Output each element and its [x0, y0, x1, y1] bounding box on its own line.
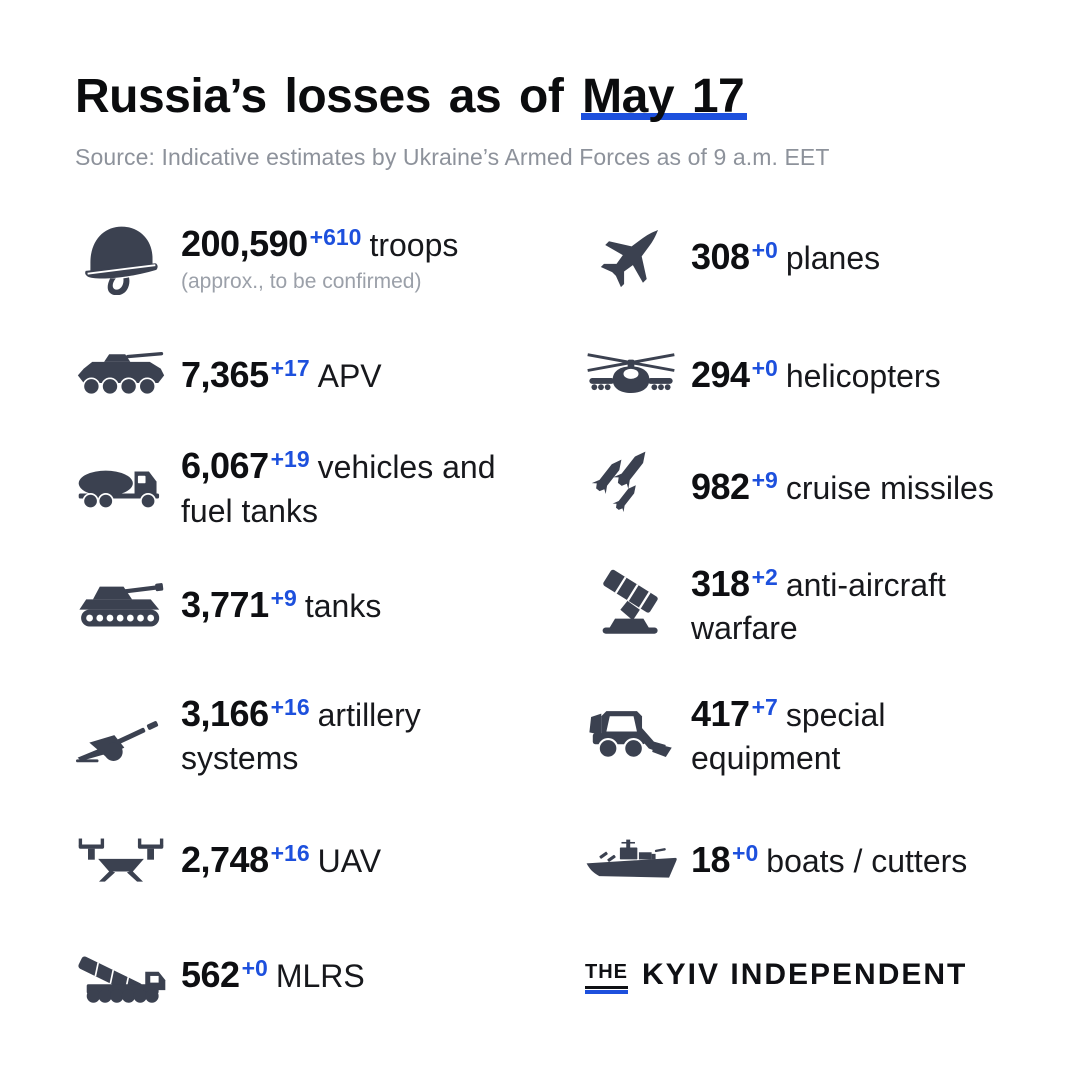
- stat-label: helicopters: [785, 357, 941, 394]
- stat-text: 3,166+16 artillery systems: [181, 690, 533, 780]
- stat-delta: +7: [751, 693, 778, 720]
- fuel-truck-icon: [75, 445, 167, 529]
- helicopter-icon: [585, 333, 677, 417]
- stat-delta: +0: [241, 954, 268, 981]
- source-note: Source: Indicative estimates by Ukraine’…: [75, 143, 830, 170]
- stat-row-helicopter: 294+0 helicopters: [585, 320, 1020, 430]
- tank-icon: [75, 563, 167, 647]
- stat-value: 2,748: [181, 838, 269, 880]
- stat-caption: (approx., to be confirmed): [181, 270, 422, 294]
- warship-icon: [585, 818, 677, 902]
- stat-label: UAV: [317, 842, 382, 879]
- stat-label: special equipment: [691, 696, 886, 777]
- logo-the-label: THE: [585, 961, 628, 994]
- stat-text: 308+0 planes: [691, 233, 880, 281]
- stat-row-helmet: 200,590+610 troops (approx., to be confirm…: [75, 195, 585, 320]
- stat-value: 6,067: [181, 445, 269, 487]
- stat-delta: +9: [751, 467, 778, 494]
- stat-text: 2,748+16 UAV: [181, 836, 381, 884]
- stat-text: 6,067+19 vehicles and fuel tanks: [181, 442, 533, 532]
- stat-row-fighter-jet: 308+0 planes: [585, 195, 1020, 320]
- stat-value: 7,365: [181, 353, 269, 395]
- stat-label: MLRS: [275, 957, 365, 994]
- stat-value: 982: [691, 466, 750, 508]
- stat-delta: +2: [751, 563, 778, 590]
- stat-label: anti-aircraft warfare: [691, 566, 946, 647]
- stat-value: 18: [691, 838, 731, 880]
- helmet-icon: [75, 215, 167, 299]
- stat-row-uav: 2,748+16 UAV: [75, 805, 585, 915]
- stat-label: vehicles and fuel tanks: [181, 449, 496, 529]
- stat-value: 200,590: [181, 222, 308, 264]
- page-title: Russia’s losses as of May 17: [75, 70, 1020, 127]
- stat-label: APV: [317, 357, 382, 394]
- stat-value: 562: [181, 953, 240, 995]
- stat-row-artillery: 3,166+16 artillery systems: [75, 665, 585, 805]
- stat-row-special-equipment: 417+7 special equipment: [585, 665, 1020, 805]
- stat-text: 7,365+17 APV: [181, 351, 382, 399]
- stat-label: cruise missiles: [785, 470, 994, 507]
- stat-row-mlrs: 562+0 MLRS: [75, 915, 585, 1035]
- stat-value: 3,166: [181, 692, 269, 734]
- stat-delta: +9: [270, 584, 297, 611]
- title-date: May 17: [581, 70, 748, 127]
- stat-value: 294: [691, 353, 750, 395]
- stat-label: tanks: [304, 587, 382, 624]
- stat-row-fuel-truck: 6,067+19 vehicles and fuel tanks: [75, 430, 585, 545]
- stat-text: 417+7 special equipment: [691, 690, 1020, 780]
- stat-delta: +16: [270, 839, 310, 866]
- mlrs-icon: [75, 933, 167, 1017]
- special-equipment-icon: [585, 693, 677, 777]
- stat-label: troops: [369, 226, 459, 263]
- logo-name-label: KYIV INDEPENDENT: [642, 957, 968, 991]
- stat-delta: +0: [732, 839, 759, 866]
- stat-delta: +17: [270, 354, 310, 381]
- cruise-missiles-icon: [585, 445, 677, 529]
- stat-row-cruise-missiles: 982+9 cruise missiles: [585, 430, 1020, 545]
- stat-text: 318+2 anti-aircraft warfare: [691, 560, 1020, 650]
- title-prefix: Russia’s losses as of: [75, 70, 564, 123]
- stat-row-anti-aircraft: 318+2 anti-aircraft warfare: [585, 545, 1020, 665]
- stat-delta: +19: [270, 446, 310, 473]
- stat-delta: +0: [751, 354, 778, 381]
- anti-aircraft-icon: [585, 563, 677, 647]
- stat-value: 318: [691, 562, 750, 604]
- uav-icon: [75, 818, 167, 902]
- stat-text: 562+0 MLRS: [181, 951, 365, 999]
- stat-delta: +16: [270, 693, 310, 720]
- stat-label: boats / cutters: [766, 842, 968, 879]
- stat-text: 3,771+9 tanks: [181, 581, 381, 629]
- stat-row-warship: 18+0 boats / cutters: [585, 805, 1020, 915]
- apv-icon: [75, 333, 167, 417]
- stat-row-apv: 7,365+17 APV: [75, 320, 585, 430]
- stat-value: 308: [691, 236, 750, 278]
- stat-label: planes: [785, 240, 881, 277]
- stat-row-tank: 3,771+9 tanks: [75, 545, 585, 665]
- losses-grid: THE KYIV INDEPENDENT 200,590+610 troops (a…: [75, 195, 1020, 1035]
- fighter-jet-icon: [585, 215, 677, 299]
- stat-text: 294+0 helicopters: [691, 351, 941, 399]
- stat-label: artillery systems: [181, 696, 421, 777]
- stat-text: 200,590+610 troops (approx., to be confirm…: [181, 220, 458, 295]
- stat-value: 3,771: [181, 583, 269, 625]
- stat-value: 417: [691, 692, 750, 734]
- stat-delta: +0: [751, 237, 778, 264]
- stat-delta: +610: [309, 223, 362, 250]
- stat-text: 18+0 boats / cutters: [691, 836, 967, 884]
- kyiv-independent-logo: THE KYIV INDEPENDENT: [585, 915, 1020, 1035]
- stat-text: 982+9 cruise missiles: [691, 463, 994, 511]
- artillery-icon: [75, 693, 167, 777]
